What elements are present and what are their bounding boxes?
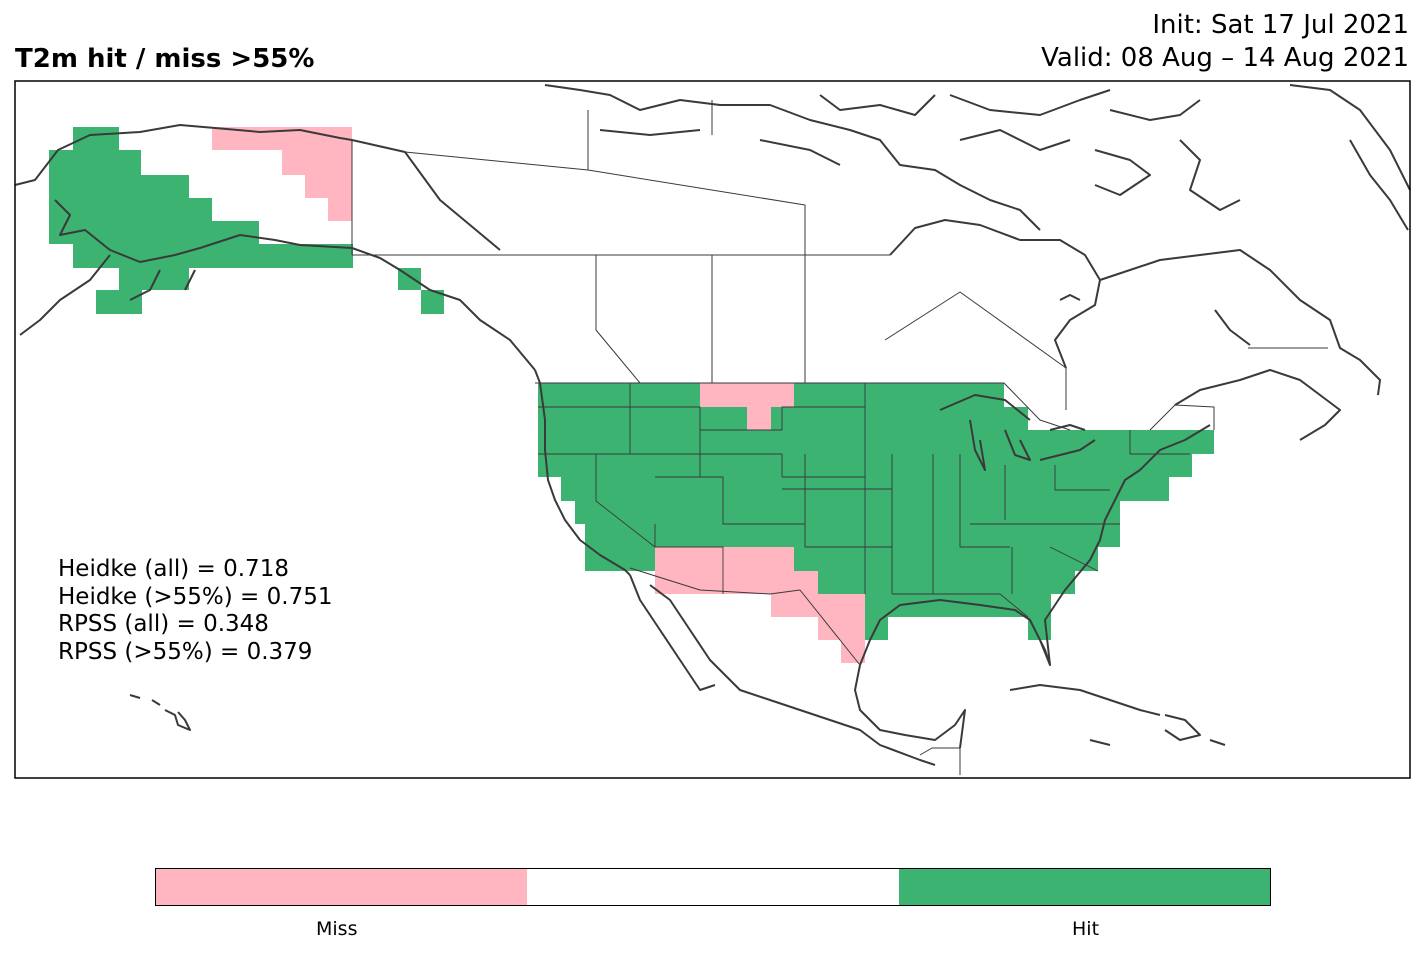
rpss-all: RPSS (all) = 0.348: [58, 611, 269, 637]
borders: [351, 100, 1328, 775]
valid-period: Valid: 08 Aug – 14 Aug 2021: [1041, 43, 1409, 73]
heidke-all: Heidke (all) = 0.718: [58, 556, 289, 582]
init-date: Init: Sat 17 Jul 2021: [1152, 10, 1409, 40]
colorbar-neutral: [527, 869, 899, 905]
heidke-55: Heidke (>55%) = 0.751: [58, 583, 333, 610]
colorbar: [155, 868, 1271, 906]
colorbar-hit: [898, 869, 1270, 905]
verification-scores: Heidke (all) = 0.718 Heidke (>55%) = 0.7…: [58, 556, 332, 666]
map-frame: [14, 80, 1411, 779]
rpss-55: RPSS (>55%) = 0.379: [58, 638, 313, 665]
coastlines: [14, 84, 1411, 766]
map-title: T2m hit / miss >55%: [15, 44, 315, 74]
legend-miss-label: Miss: [316, 918, 358, 940]
legend-hit-label: Hit: [1072, 918, 1100, 940]
hit-miss-grid: [49, 127, 1214, 663]
colorbar-miss: [156, 869, 528, 905]
